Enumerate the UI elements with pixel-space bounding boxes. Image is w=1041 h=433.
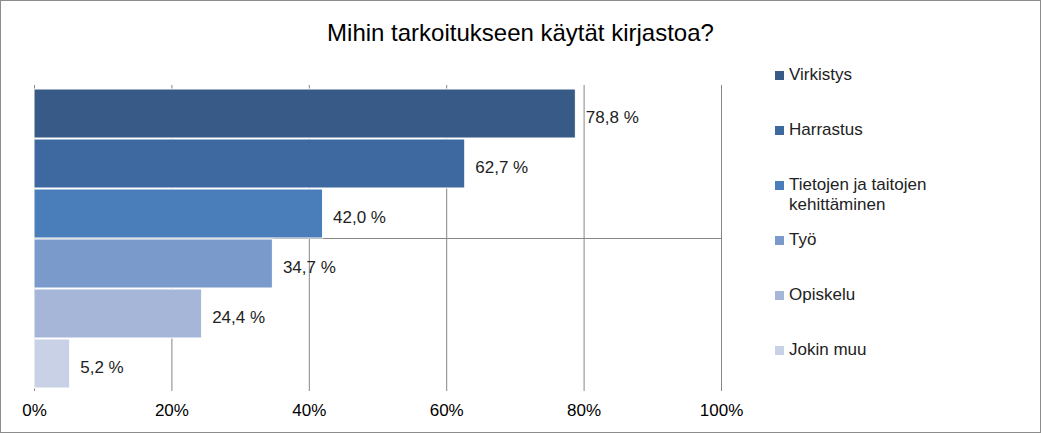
svg-text:0%: 0% bbox=[22, 401, 47, 420]
html-text:Jokin muu: Jokin muu bbox=[789, 340, 867, 359]
svg-text:100%: 100% bbox=[700, 401, 743, 420]
html-text:Virkistys: Virkistys bbox=[789, 65, 852, 84]
html-text:Opiskelu: Opiskelu bbox=[789, 285, 856, 304]
svg-text:34,7 %: 34,7 % bbox=[283, 258, 336, 277]
html-text:Mihin tarkoitukseen käytät kir: Mihin tarkoitukseen käytät kirjastoa? bbox=[327, 19, 714, 46]
html-text:Tietojen ja taitojen kehittämi: Tietojen ja taitojen kehittäminen bbox=[789, 175, 927, 214]
html-text:Harrastus: Harrastus bbox=[789, 120, 863, 139]
svg-text:5,2 %: 5,2 % bbox=[80, 358, 123, 377]
svg-text:20%: 20% bbox=[155, 401, 189, 420]
svg-text:40%: 40% bbox=[292, 401, 326, 420]
html-text:Työ: Työ bbox=[789, 230, 817, 249]
svg-text:78,8 %: 78,8 % bbox=[586, 108, 639, 127]
svg-text:60%: 60% bbox=[430, 401, 464, 420]
svg-text:80%: 80% bbox=[567, 401, 601, 420]
svg-text:42,0 %: 42,0 % bbox=[333, 208, 386, 227]
svg-text:24,4 %: 24,4 % bbox=[212, 308, 265, 327]
svg-text:62,7 %: 62,7 % bbox=[475, 158, 528, 177]
